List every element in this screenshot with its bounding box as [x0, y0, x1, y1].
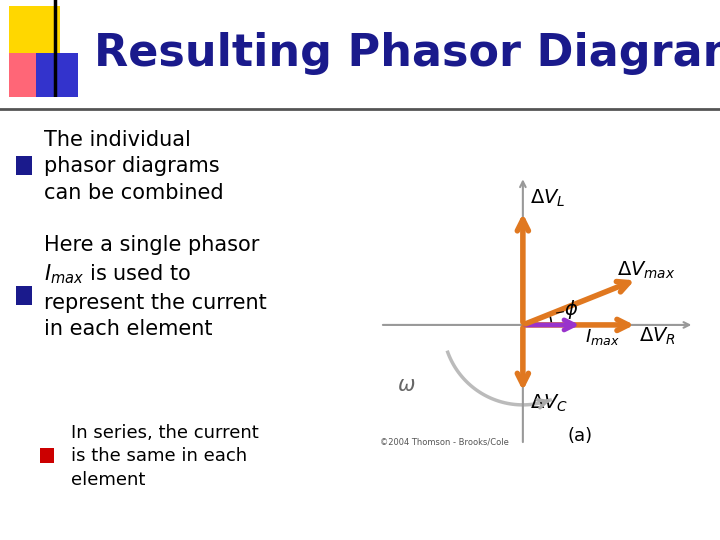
Text: (a): (a) [567, 428, 593, 445]
Text: $\phi$: $\phi$ [564, 298, 578, 321]
Text: $\omega$: $\omega$ [397, 375, 415, 395]
Bar [16, 156, 32, 176]
Bar [40, 448, 54, 463]
Text: Resulting Phasor Diagram: Resulting Phasor Diagram [94, 32, 720, 75]
Text: $\Delta V_R$: $\Delta V_R$ [639, 326, 676, 347]
Text: ©2004 Thomson - Brooks/Cole: ©2004 Thomson - Brooks/Cole [380, 438, 509, 447]
Text: $I_{max}$: $I_{max}$ [585, 327, 619, 347]
Text: Here a single phasor
$I_{max}$ is used to
represent the current
in each element: Here a single phasor $I_{max}$ is used t… [44, 235, 266, 339]
Text: The individual
phasor diagrams
can be combined: The individual phasor diagrams can be co… [44, 130, 223, 202]
Text: $\Delta V_{max}$: $\Delta V_{max}$ [616, 260, 675, 281]
Text: In series, the current
is the same in each
element: In series, the current is the same in ea… [71, 424, 259, 489]
Bar [16, 286, 32, 305]
Text: $\Delta V_C$: $\Delta V_C$ [530, 392, 568, 414]
Bar [9, 53, 50, 97]
Bar [36, 53, 78, 97]
Text: $\Delta V_L$: $\Delta V_L$ [530, 188, 565, 209]
Bar [9, 6, 60, 66]
